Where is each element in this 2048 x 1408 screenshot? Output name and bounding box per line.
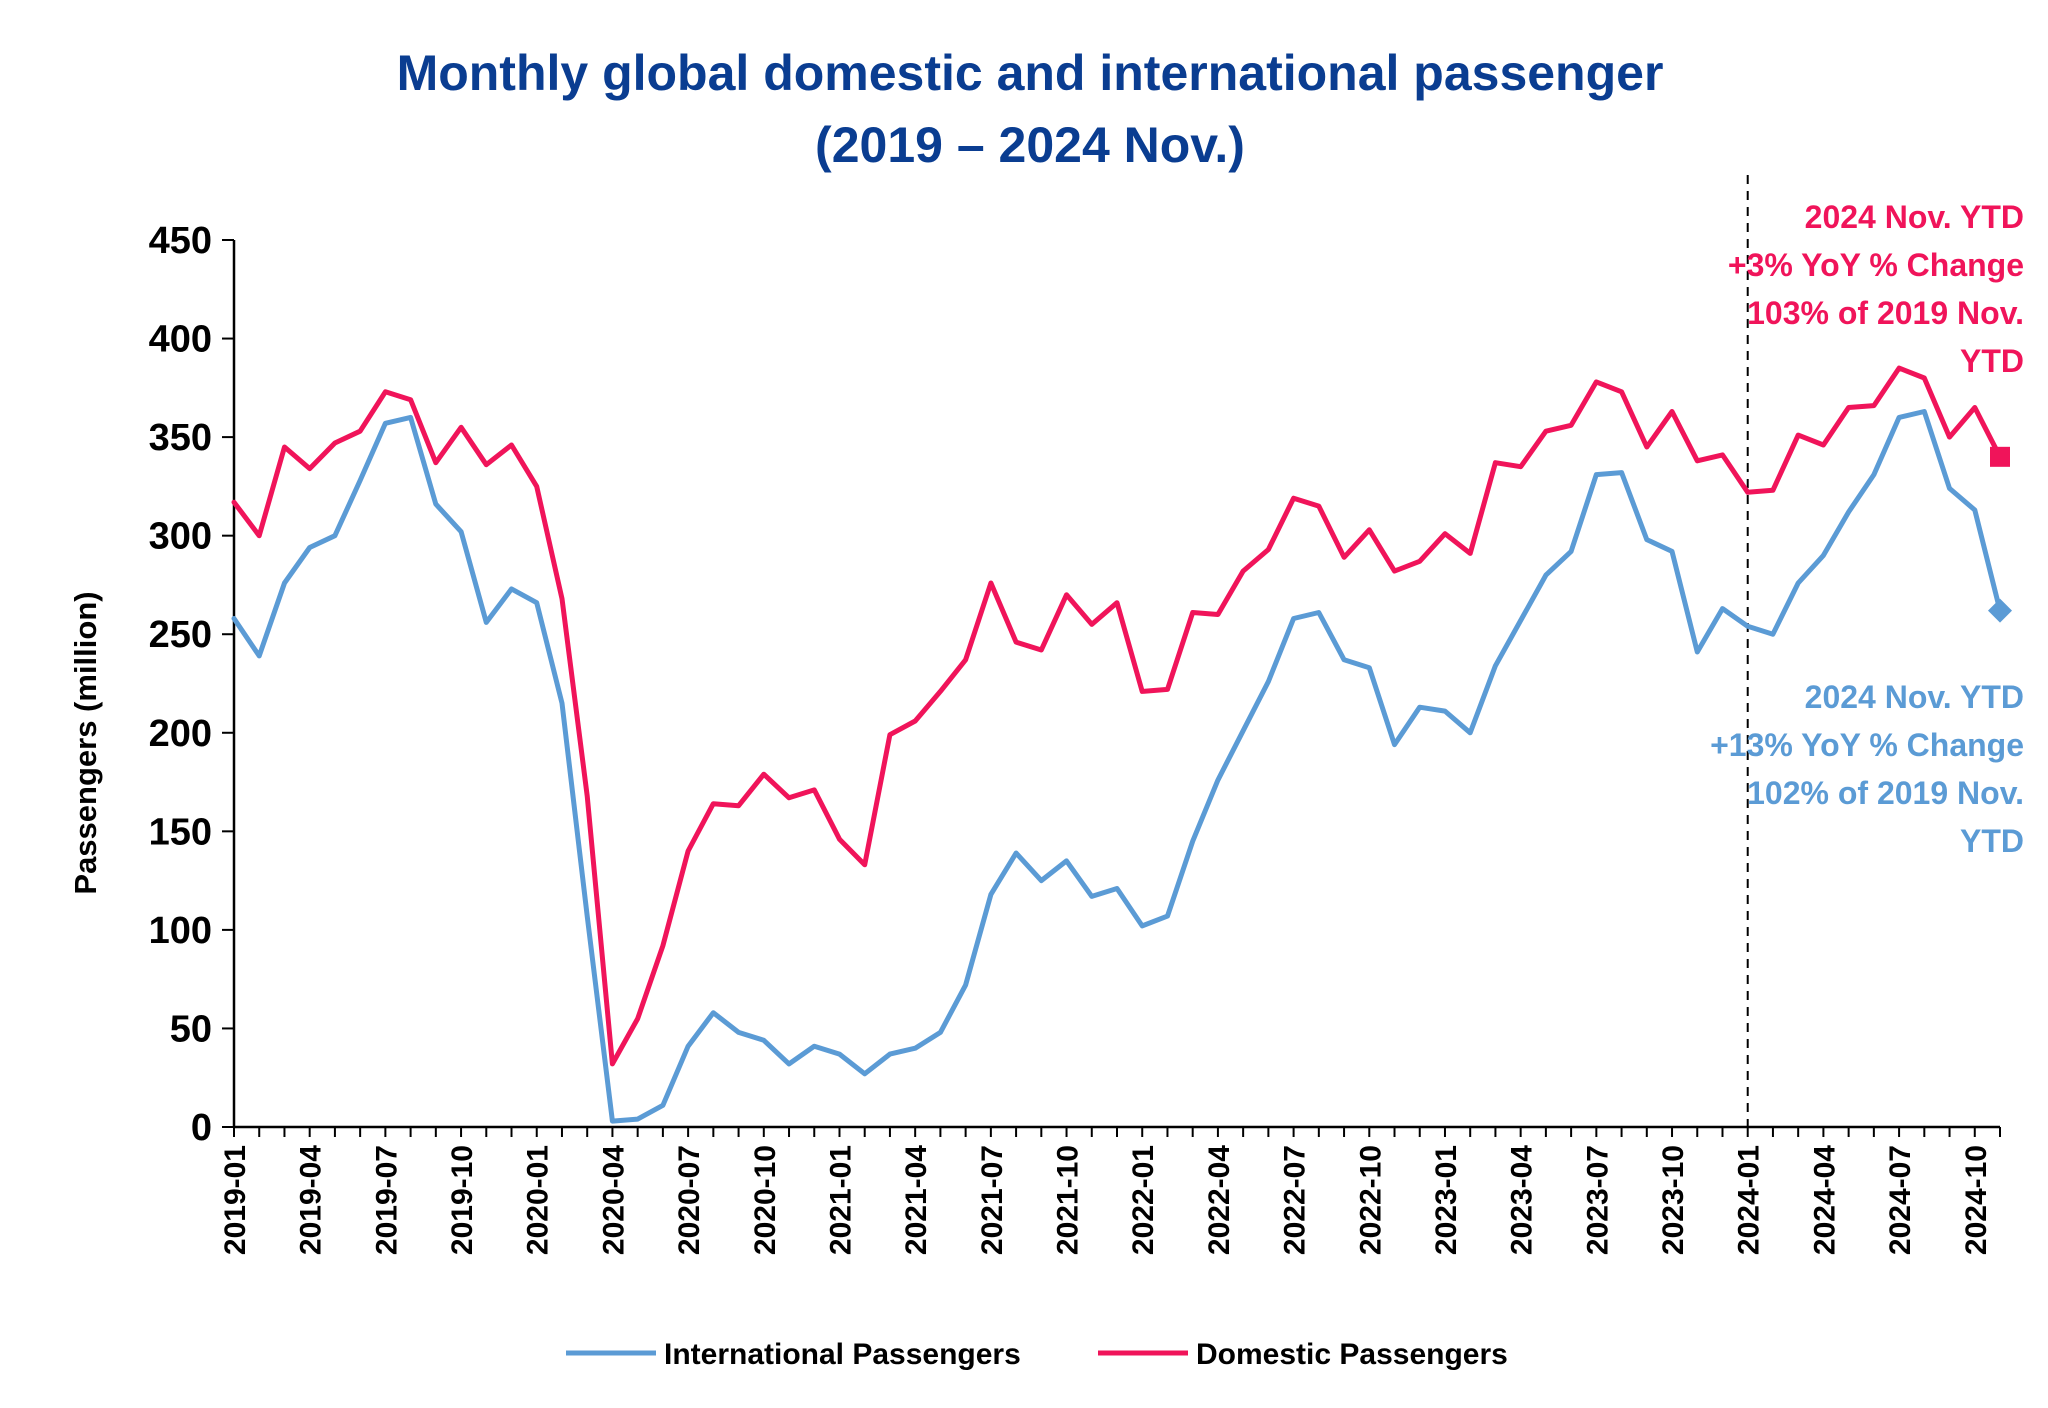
y-ticks: 0 50 100 150 200 250 300 350 400 450 [149,220,234,1149]
x-tick-label: 2024-01 [1733,1145,1766,1255]
y-tick-label: 150 [149,811,212,853]
series-line-international [231,409,2003,1124]
annotation-line: +13% YoY % Change [1710,727,2024,763]
legend-label-international: International Passengers [664,1338,1021,1371]
y-tick-label: 450 [149,220,212,262]
x-tick-label: 2022-10 [1354,1145,1387,1255]
x-tick-label: 2024-10 [1960,1145,1993,1255]
x-tick-label: 2021-04 [900,1145,933,1255]
annotations: 2024 Nov. YTD +3% YoY % Change 103% of 201… [1710,199,2024,859]
x-tick-label: 2022-07 [1279,1145,1312,1255]
x-tick-label: 2020-01 [522,1145,555,1255]
y-tick-label: 300 [149,516,212,558]
axes [232,240,2000,1129]
chart-title-line-2: (2019 – 2024 Nov.) [815,117,1245,173]
x-tick-label: 2023-04 [1506,1145,1539,1255]
y-tick-label: 400 [149,319,212,361]
x-tick-label: 2021-07 [976,1145,1009,1255]
x-tick-label: 2022-04 [1203,1145,1236,1255]
x-tick-label: 2023-01 [1430,1145,1463,1255]
x-tick-label: 2024-07 [1884,1145,1917,1255]
y-tick-label: 50 [170,1008,212,1050]
series-group [231,365,2012,1124]
x-tick-label: 2023-07 [1581,1145,1614,1255]
y-tick-label: 250 [149,614,212,656]
x-tick-label: 2019-04 [295,1145,328,1255]
y-tick-label: 100 [149,910,212,952]
y-tick-label: 0 [191,1107,212,1149]
x-tick-label: 2021-10 [1052,1145,1085,1255]
end-point-marker-international [1988,598,2012,623]
x-tick-label: 2020-04 [597,1145,630,1255]
y-tick-label: 350 [149,417,212,459]
x-tick-label: 2020-10 [749,1145,782,1255]
x-tick-label: 2019-10 [446,1145,479,1255]
annotation-line: YTD [1960,823,2024,859]
legend: International Passengers Domestic Passeng… [566,1338,1508,1371]
annotation-line: 2024 Nov. YTD [1805,679,2024,715]
annotation-line: YTD [1960,343,2024,379]
annotation-line: 102% of 2019 Nov. [1747,775,2024,811]
x-tick-label: 2023-10 [1657,1145,1690,1255]
chart-title-line-1: Monthly global domestic and internationa… [397,45,1664,101]
x-tick-label: 2019-07 [370,1145,403,1255]
annotation-line: 2024 Nov. YTD [1805,199,2024,235]
x-tick-label: 2022-01 [1127,1145,1160,1255]
x-tick-label: 2024-04 [1808,1145,1841,1255]
series-line-domestic [231,365,2003,1067]
y-axis-label: Passengers (million) [68,591,103,894]
annotation-line: 103% of 2019 Nov. [1747,295,2024,331]
x-tick-label: 2021-01 [824,1145,857,1255]
x-tick-label: 2019-01 [219,1145,252,1255]
x-tick-label: 2020-07 [673,1145,706,1255]
annotation-line: +3% YoY % Change [1728,247,2024,283]
legend-label-domestic: Domestic Passengers [1196,1338,1508,1371]
y-tick-label: 200 [149,713,212,755]
end-point-marker-domestic [1990,446,2010,467]
x-ticks: 2019-01 2019-04 2019-07 2019-10 2020-01 2020-… [219,1127,2001,1255]
